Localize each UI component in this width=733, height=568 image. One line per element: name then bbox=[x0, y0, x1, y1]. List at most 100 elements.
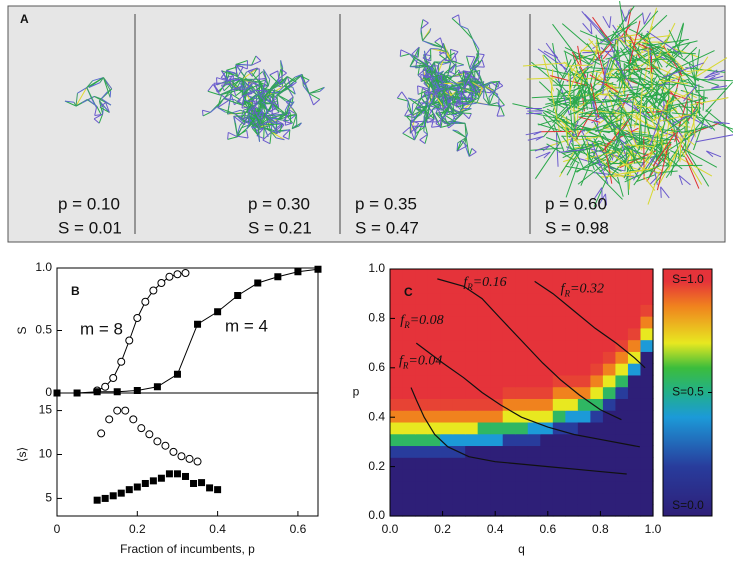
edge bbox=[704, 73, 720, 79]
heat-cell bbox=[415, 386, 429, 399]
edge bbox=[462, 81, 468, 95]
edge bbox=[459, 108, 463, 113]
heat-cell bbox=[552, 504, 566, 517]
heat-cell bbox=[590, 386, 604, 399]
edge bbox=[451, 17, 461, 27]
edge bbox=[422, 19, 429, 24]
edge bbox=[441, 61, 450, 65]
edge bbox=[459, 25, 468, 30]
edge bbox=[534, 112, 543, 115]
edge bbox=[412, 125, 417, 134]
heat-cell bbox=[640, 327, 654, 341]
heat-cell bbox=[527, 374, 541, 388]
heat-cell bbox=[502, 327, 516, 341]
edge bbox=[618, 33, 639, 38]
heat-cell bbox=[515, 280, 529, 294]
y-tick-label: 0 bbox=[45, 385, 52, 399]
heat-cell bbox=[590, 457, 604, 470]
heat-cell bbox=[615, 327, 629, 341]
edge bbox=[641, 26, 654, 53]
edge bbox=[75, 102, 83, 107]
edge bbox=[233, 88, 245, 90]
edge bbox=[243, 99, 250, 102]
edge bbox=[605, 193, 607, 206]
edge bbox=[624, 148, 628, 172]
edge bbox=[216, 77, 227, 82]
edge bbox=[201, 110, 204, 116]
heat-cell bbox=[552, 304, 566, 317]
edge bbox=[217, 107, 236, 115]
edge bbox=[422, 57, 432, 62]
heat-cell bbox=[490, 398, 504, 411]
edge bbox=[455, 100, 458, 108]
edge bbox=[563, 50, 591, 66]
edge bbox=[614, 57, 638, 78]
edge bbox=[438, 88, 448, 99]
heat-cell bbox=[390, 504, 404, 517]
y-tick-label: 15 bbox=[39, 403, 53, 417]
edge bbox=[415, 121, 425, 129]
edge bbox=[483, 97, 490, 106]
heat-cell bbox=[640, 492, 654, 505]
heat-cell bbox=[465, 410, 479, 423]
edge bbox=[263, 69, 269, 87]
heat-cell bbox=[465, 292, 479, 305]
heat-cell bbox=[465, 468, 479, 482]
edge bbox=[478, 54, 485, 65]
heat-cell bbox=[402, 445, 416, 458]
heat-cell bbox=[415, 280, 429, 294]
edge bbox=[434, 73, 437, 82]
heat-cell bbox=[477, 339, 491, 352]
edge bbox=[576, 149, 611, 173]
edge bbox=[474, 78, 478, 89]
edge bbox=[425, 110, 435, 120]
edge bbox=[242, 71, 247, 80]
edge bbox=[217, 94, 222, 108]
heat-cell bbox=[615, 492, 629, 505]
edge bbox=[411, 53, 419, 58]
edge bbox=[635, 87, 655, 106]
heat-cell bbox=[640, 269, 654, 282]
heat-cell bbox=[402, 504, 416, 517]
edge bbox=[100, 102, 110, 113]
edge bbox=[279, 82, 285, 85]
edge bbox=[683, 84, 698, 102]
edge bbox=[409, 53, 418, 63]
edge bbox=[613, 57, 634, 90]
edge bbox=[257, 108, 264, 118]
heat-cell bbox=[577, 480, 591, 494]
heat-cell bbox=[440, 374, 454, 388]
edge bbox=[458, 14, 461, 26]
edge bbox=[698, 84, 701, 116]
edge bbox=[262, 139, 271, 145]
edge bbox=[94, 106, 98, 116]
heat-cell bbox=[502, 433, 516, 447]
heat-cell bbox=[515, 492, 529, 505]
edge bbox=[605, 123, 628, 155]
edge bbox=[420, 88, 423, 98]
edge bbox=[429, 73, 433, 84]
edge bbox=[604, 68, 620, 84]
edge bbox=[471, 80, 482, 84]
edge bbox=[275, 137, 285, 141]
edge bbox=[628, 133, 670, 141]
heat-cell bbox=[590, 445, 604, 458]
edge bbox=[94, 114, 102, 116]
edge bbox=[440, 117, 444, 127]
edge bbox=[487, 88, 499, 95]
edge bbox=[469, 56, 476, 69]
heat-cell bbox=[477, 398, 491, 411]
heat-cell bbox=[515, 351, 529, 364]
edge bbox=[472, 38, 480, 50]
heat-cell bbox=[452, 468, 466, 482]
marker-circle bbox=[141, 297, 150, 306]
heat-cell bbox=[527, 433, 541, 447]
edge bbox=[449, 60, 452, 66]
edge bbox=[449, 96, 453, 104]
heat-cell bbox=[640, 339, 654, 352]
edge bbox=[246, 91, 249, 94]
colorbar-label: S=0.0 bbox=[672, 498, 704, 512]
contour-label: fR=0.32 bbox=[561, 282, 604, 299]
edge bbox=[588, 149, 605, 154]
edge bbox=[707, 75, 724, 81]
